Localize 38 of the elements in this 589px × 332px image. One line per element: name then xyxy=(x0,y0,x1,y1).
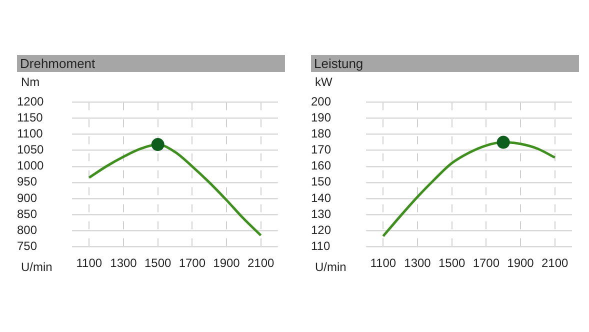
y-tick-label: 110 xyxy=(311,238,330,253)
x-tick-label: 1500 xyxy=(438,256,466,270)
x-axis-title: U/min xyxy=(21,260,52,274)
x-tick-label: 1900 xyxy=(213,256,240,270)
y-tick-label: 140 xyxy=(311,190,332,205)
y-tick-label: 1100 xyxy=(17,126,44,141)
chart-title: Drehmoment xyxy=(17,55,285,72)
y-tick-label: 800 xyxy=(17,222,38,237)
x-tick-label: 2100 xyxy=(247,256,275,270)
y-tick-label: 750 xyxy=(17,238,38,253)
y-tick-label: 130 xyxy=(311,206,332,221)
y-axis-title: Nm xyxy=(21,75,40,89)
y-tick-label: 850 xyxy=(17,206,38,221)
y-tick-label: 120 xyxy=(311,222,332,237)
y-tick-label: 900 xyxy=(17,190,38,205)
x-tick-label: 2100 xyxy=(541,256,569,270)
y-tick-label: 1000 xyxy=(17,158,44,173)
y-axis-title: kW xyxy=(315,75,332,89)
x-tick-label: 1100 xyxy=(370,256,396,270)
x-tick-label: 1100 xyxy=(76,256,102,270)
x-tick-label: 1300 xyxy=(404,256,432,270)
y-tick-label: 200 xyxy=(311,94,332,109)
x-tick-label: 1900 xyxy=(507,256,534,270)
y-tick-label: 190 xyxy=(311,110,332,125)
x-axis-title: U/min xyxy=(315,260,346,274)
x-tick-label: 1700 xyxy=(472,256,500,270)
y-tick-label: 160 xyxy=(311,158,332,173)
y-tick-label: 1150 xyxy=(17,110,44,125)
y-tick-label: 1200 xyxy=(17,94,44,109)
y-tick-label: 950 xyxy=(17,174,38,189)
y-tick-label: 1050 xyxy=(17,142,44,157)
y-tick-label: 180 xyxy=(311,126,332,141)
y-tick-label: 150 xyxy=(311,174,332,189)
x-tick-label: 1700 xyxy=(178,256,206,270)
chart-title: Leistung xyxy=(311,55,579,72)
y-tick-label: 170 xyxy=(311,142,332,157)
x-tick-label: 1500 xyxy=(144,256,172,270)
x-tick-label: 1300 xyxy=(110,256,138,270)
